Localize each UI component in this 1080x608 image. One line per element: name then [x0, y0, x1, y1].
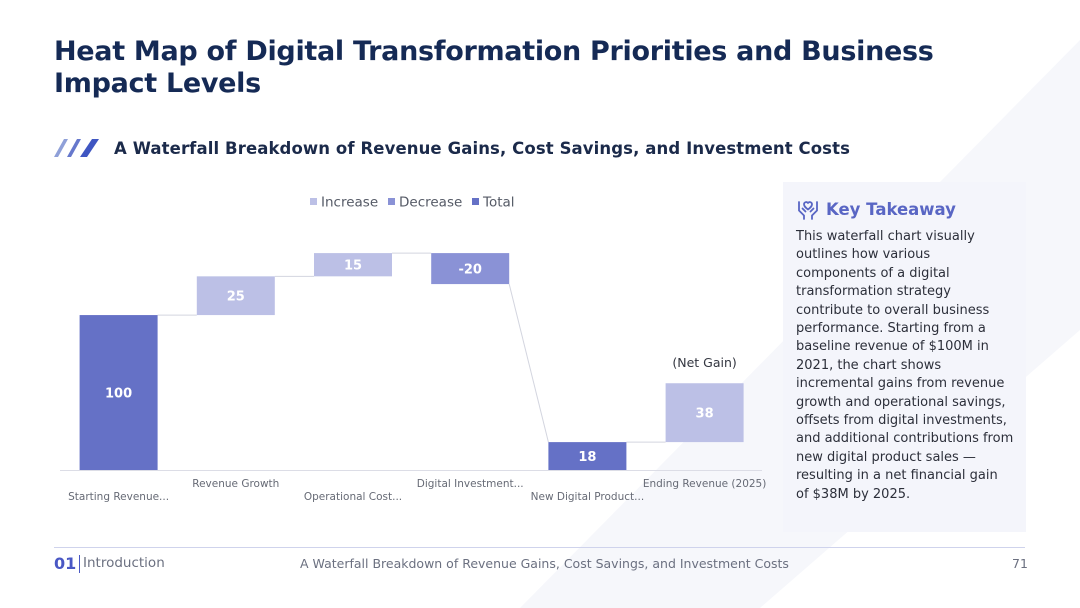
bar-increase [665, 383, 744, 443]
subtitle: A Waterfall Breakdown of Revenue Gains, … [114, 138, 851, 158]
legend-swatch-decrease [388, 198, 395, 205]
bar-value-label: 100 [105, 387, 132, 402]
bar-increase [196, 276, 275, 316]
connector-line [508, 283, 549, 443]
category-label: Revenue Growth [192, 478, 279, 490]
bar-total [548, 442, 627, 470]
legend-label-decrease: Decrease [399, 195, 462, 211]
legend-swatch-increase [310, 198, 317, 205]
footer-section-number: 01 [54, 554, 77, 573]
key-takeaway-title: Key Takeaway [826, 199, 956, 219]
bar-value-label: 25 [227, 290, 245, 305]
subtitle-row: A Waterfall Breakdown of Revenue Gains, … [54, 136, 850, 160]
bar-value-label: -20 [458, 263, 482, 278]
page-title: Heat Map of Digital Transformation Prior… [54, 36, 934, 99]
legend-label-total: Total [482, 195, 515, 211]
slash-decoration-icon [54, 139, 99, 157]
bar-total [79, 315, 158, 470]
category-label: Digital Investment... [417, 478, 524, 490]
bar-increase [314, 253, 392, 277]
key-takeaway-panel: Key Takeaway This waterfall chart visual… [783, 182, 1026, 532]
legend-label-increase: Increase [321, 195, 378, 211]
net-gain-annotation: (Net Gain) [672, 355, 736, 370]
category-label: New Digital Product... [531, 491, 645, 503]
key-takeaway-text: This waterfall chart visually outlines h… [796, 229, 1014, 502]
category-label: Starting Revenue... [68, 491, 169, 503]
category-label: Operational Cost... [304, 491, 402, 503]
footer-divider [54, 547, 1025, 548]
bar-value-label: 18 [578, 450, 596, 465]
footer-separator [79, 555, 80, 573]
footer-center-text: A Waterfall Breakdown of Revenue Gains, … [300, 556, 789, 571]
key-takeaway-header: Key Takeaway [796, 196, 1014, 222]
legend-swatch-total [472, 198, 479, 205]
category-label: Ending Revenue (2025) [643, 478, 767, 490]
bar-decrease [431, 253, 510, 285]
waterfall-chart: Increase Decrease Total 100 25 15 -20 18 38 (Net … [60, 195, 767, 503]
footer-page-number: 71 [1012, 556, 1028, 571]
bar-value-label: 38 [696, 407, 714, 422]
hands-heart-icon [798, 201, 818, 220]
bar-value-label: 15 [344, 259, 362, 274]
footer-section-name: Introduction [83, 555, 165, 571]
